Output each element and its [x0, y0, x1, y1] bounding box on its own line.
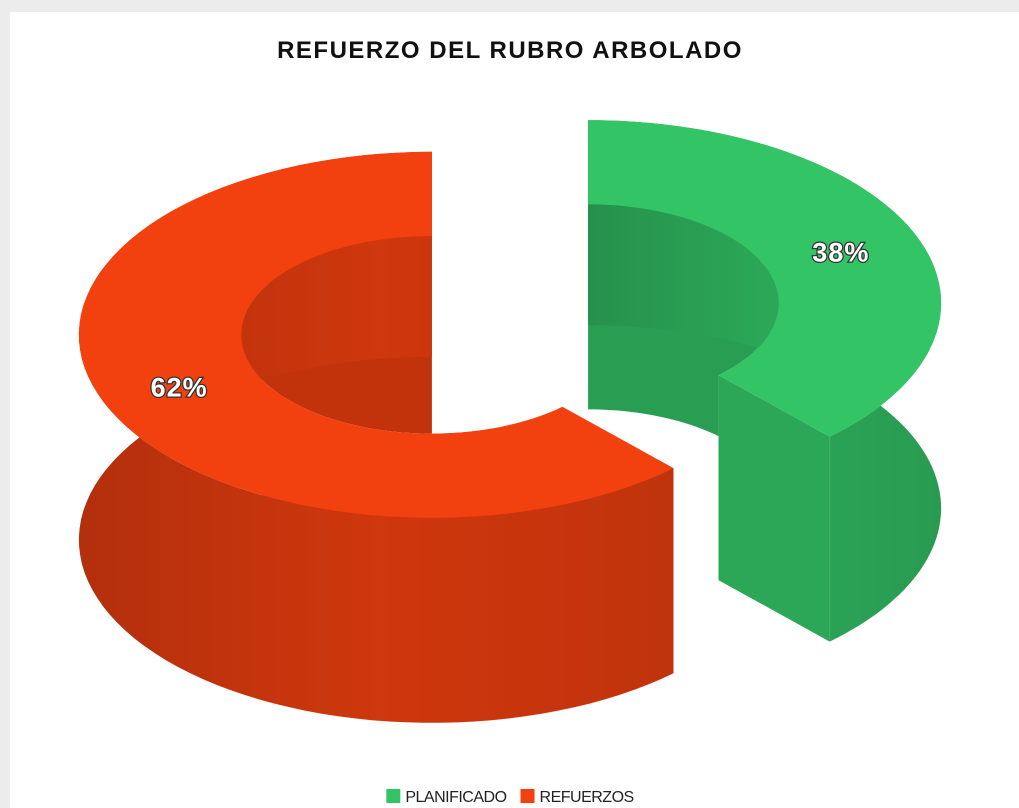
legend-swatch [520, 789, 535, 803]
legend-label: PLANIFICADO [405, 789, 506, 806]
legend-swatch [386, 789, 401, 803]
legend: PLANIFICADO REFUERZOS [386, 789, 634, 806]
labels: 38% 62% [149, 236, 869, 404]
value-label: 62% [151, 373, 208, 403]
top-face [78, 151, 674, 518]
legend-label: REFUERZOS [540, 789, 634, 806]
top-face [588, 120, 942, 437]
chart-title: REFUERZO DEL RUBRO ARBOLADO [277, 37, 743, 64]
cut-face [718, 375, 830, 642]
slice [78, 151, 674, 723]
slices [78, 120, 942, 723]
slice [588, 120, 942, 642]
value-label: 38% [812, 237, 869, 267]
